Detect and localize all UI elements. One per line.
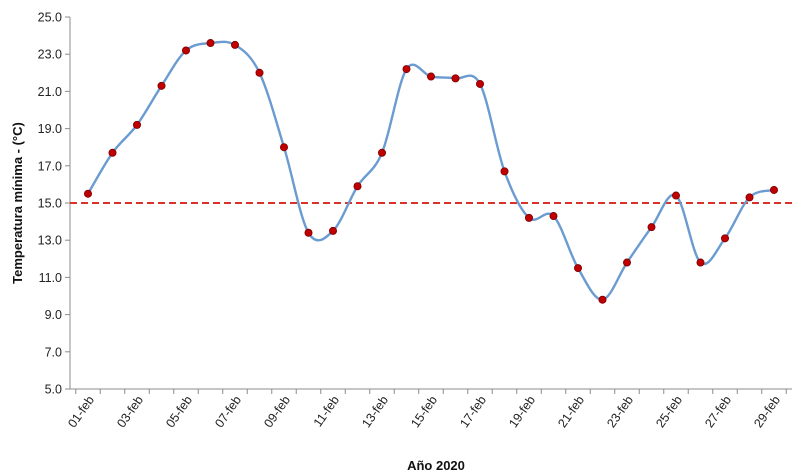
data-point [696, 258, 705, 267]
y-tick-label: 15.0 [38, 197, 62, 211]
data-point [500, 167, 509, 176]
data-point [206, 39, 215, 48]
data-point [623, 258, 632, 267]
x-tick-label: 05-feb [163, 393, 195, 430]
data-point [377, 148, 386, 157]
y-tick-label: 13.0 [38, 234, 62, 248]
data-point [304, 228, 313, 237]
data-point [745, 193, 754, 202]
x-tick-label: 09-feb [261, 393, 293, 430]
data-point [84, 189, 93, 198]
data-point [770, 185, 779, 194]
y-tick-label: 11.0 [39, 271, 62, 285]
data-point [672, 191, 681, 200]
x-tick-label: 15-feb [408, 393, 440, 430]
y-tick-label: 7.0 [45, 345, 62, 359]
x-tick-label: 01-feb [65, 393, 97, 430]
data-point [279, 143, 288, 152]
data-point [157, 81, 166, 90]
data-point [132, 120, 141, 129]
data-point [426, 72, 435, 81]
x-tick-label: 25-feb [653, 393, 685, 430]
y-tick-label: 17.0 [38, 159, 62, 173]
data-point [525, 213, 534, 222]
x-tick-label: 29-feb [751, 393, 783, 430]
data-point [721, 234, 730, 243]
data-point [255, 68, 264, 77]
x-tick-label: 19-feb [506, 393, 538, 430]
x-tick-label: 23-feb [604, 393, 636, 430]
x-axis-ticks: 01-feb 03-feb 05-feb 07-feb 09-feb 11-feb 13-f… [65, 389, 787, 430]
data-point [647, 223, 656, 232]
y-tick-label: 9.0 [45, 308, 62, 322]
y-axis-title: Temperatura mínima - (°C) [10, 122, 25, 284]
x-tick-label: 21-feb [555, 393, 587, 430]
x-axis-title: Año 2020 [407, 458, 465, 473]
x-tick-label: 03-feb [114, 393, 146, 430]
y-tick-label: 5.0 [45, 383, 62, 397]
data-point [549, 212, 558, 221]
data-point [328, 226, 337, 235]
data-point [230, 40, 239, 49]
data-point [181, 46, 190, 55]
x-tick-label: 27-feb [702, 393, 734, 430]
data-point [574, 264, 583, 273]
data-point [598, 295, 607, 304]
data-point [108, 148, 117, 157]
data-point [353, 182, 362, 191]
x-tick-label: 17-feb [457, 393, 489, 430]
y-tick-label: 23.0 [38, 48, 62, 62]
y-tick-label: 25.0 [38, 11, 62, 25]
markers-group [84, 39, 779, 304]
y-axis-ticks: 5.0 7.0 9.0 11.0 13.0 15.0 17.0 19.0 21.0 23.0 25.… [38, 11, 70, 397]
y-tick-label: 19.0 [38, 122, 62, 136]
x-tick-label: 07-feb [212, 393, 244, 430]
data-point [475, 79, 484, 88]
data-point [402, 65, 411, 74]
x-tick-label: 11-feb [311, 393, 342, 429]
x-tick-label: 13-feb [359, 393, 391, 430]
data-point [451, 74, 460, 83]
y-tick-label: 21.0 [38, 85, 62, 99]
